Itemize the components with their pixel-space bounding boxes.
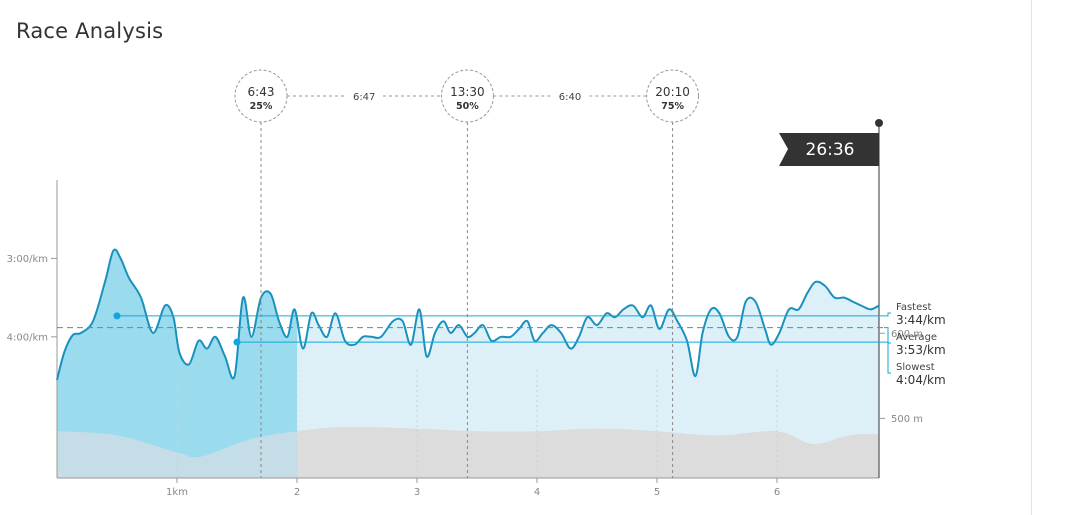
split-label-bg bbox=[552, 88, 588, 104]
checkpoint-percent: 50% bbox=[456, 101, 479, 112]
pace-area-highlight bbox=[57, 249, 297, 478]
split-time: 6:40 bbox=[559, 92, 581, 103]
y-tick-label: 4:00/km bbox=[7, 332, 48, 343]
fastest-label: Fastest bbox=[896, 302, 931, 313]
average-label: Average bbox=[896, 332, 937, 343]
x-tick-label: 4 bbox=[534, 487, 540, 498]
finish-time: 26:36 bbox=[806, 140, 855, 160]
slowest-label: Slowest bbox=[896, 362, 935, 373]
chart-axes: 1km 2 3 4 5 6 3:00/km 4:00/km 600 m 500 m bbox=[7, 123, 923, 498]
x-tick-label: 3 bbox=[414, 487, 420, 498]
pace-line bbox=[56, 248, 880, 381]
slowest-connector bbox=[884, 341, 891, 374]
elevation-layer bbox=[57, 426, 879, 478]
checkpoints-layer: 6:43 25% 6:47 13:30 50% 6:40 20:10 75% bbox=[234, 69, 700, 478]
x-tick-label: 1km bbox=[166, 487, 188, 498]
average-value: 3:53/km bbox=[896, 343, 946, 357]
elevation-tick-label: 600 m bbox=[891, 329, 923, 340]
checkpoint-time: 13:30 bbox=[450, 85, 485, 99]
pace-area-highlight-layer bbox=[57, 249, 297, 478]
page-title: Race Analysis bbox=[16, 19, 164, 43]
finish-pole-top bbox=[875, 119, 883, 127]
x-tick-label: 6 bbox=[774, 487, 780, 498]
panel-divider bbox=[1031, 0, 1032, 515]
fastest-connector bbox=[884, 312, 891, 317]
km-gridlines bbox=[176, 370, 778, 478]
elevation-tick-label: 500 m bbox=[891, 414, 923, 425]
split-label-bg bbox=[346, 88, 383, 104]
finish-flag-shape bbox=[779, 133, 879, 166]
y-tick-label: 3:00/km bbox=[7, 254, 48, 265]
elevation-area-highlight bbox=[57, 431, 297, 478]
slowest-value: 4:04/km bbox=[896, 373, 946, 387]
x-tick-label: 5 bbox=[654, 487, 660, 498]
x-tick-label: 2 bbox=[294, 487, 300, 498]
checkpoint-circle bbox=[646, 69, 700, 123]
checkpoint-percent: 75% bbox=[661, 101, 684, 112]
checkpoint-time: 6:43 bbox=[248, 85, 275, 99]
split-time: 6:47 bbox=[353, 92, 375, 103]
checkpoint-percent: 25% bbox=[250, 101, 273, 112]
checkpoint-time: 20:10 bbox=[655, 85, 690, 99]
average-connector bbox=[884, 327, 891, 344]
finish-flag: 26:36 bbox=[779, 119, 883, 166]
fastest-value: 3:44/km bbox=[896, 313, 946, 327]
